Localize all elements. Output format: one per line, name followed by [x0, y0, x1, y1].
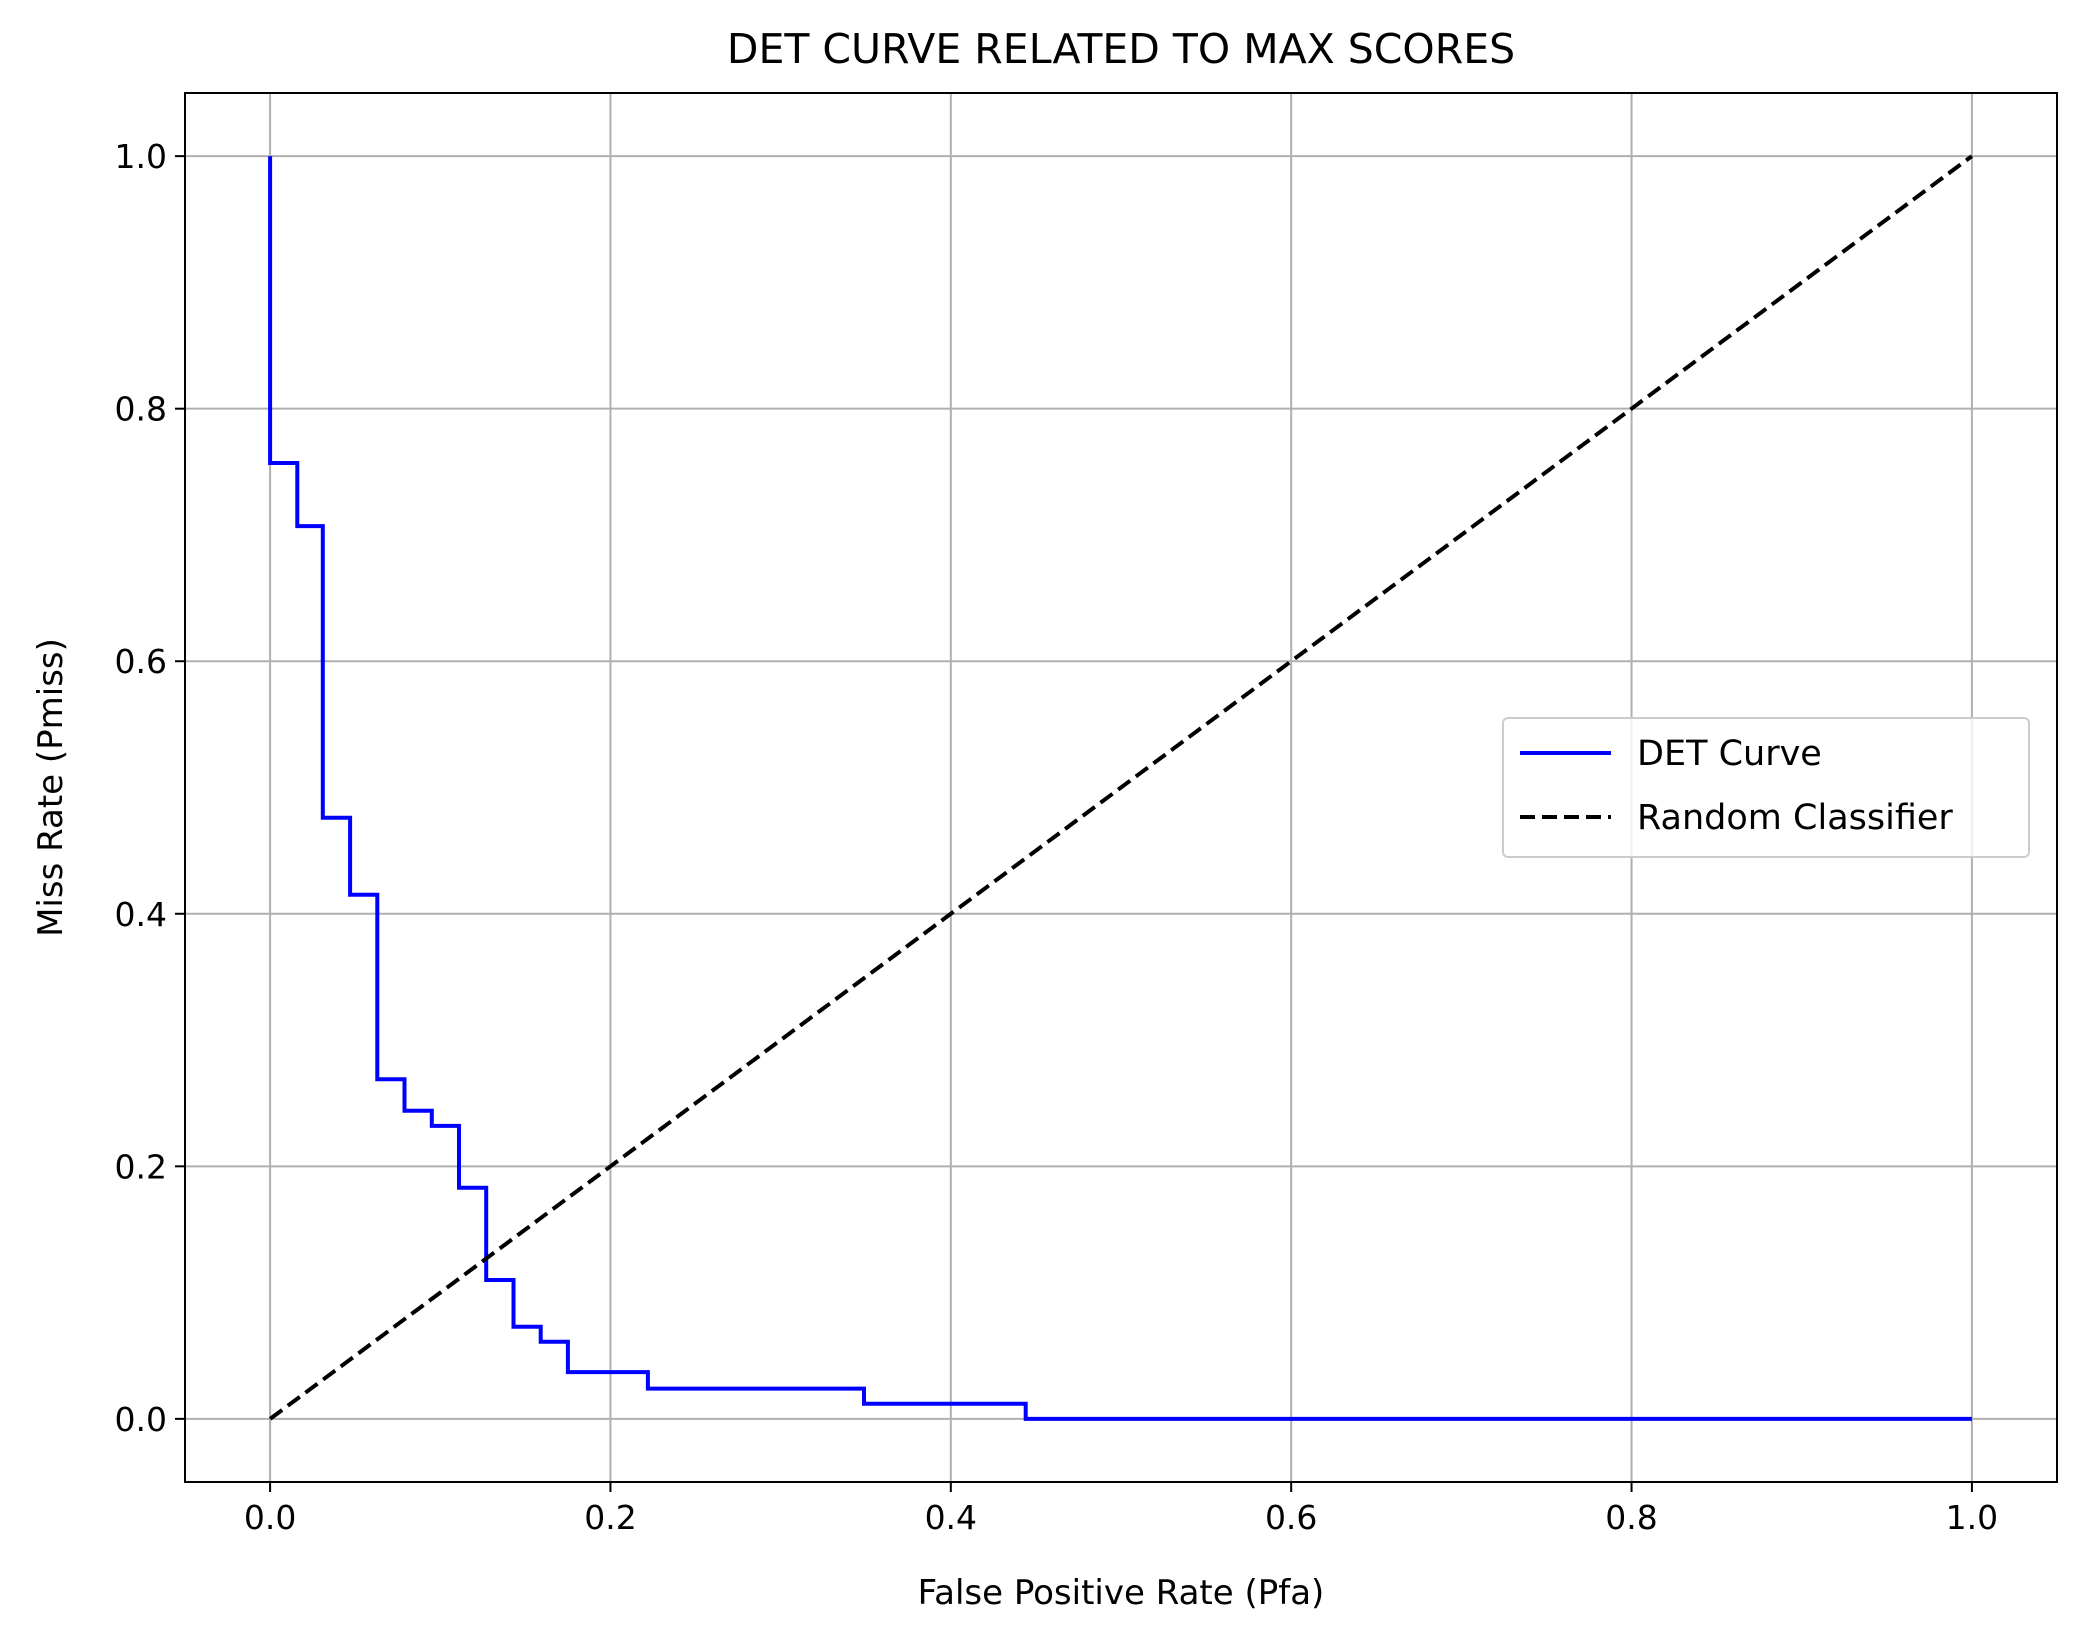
series-layer: [268, 154, 1974, 1421]
y-tick-label: 0.4: [115, 895, 167, 934]
y-tick-label: 0.0: [115, 1400, 167, 1439]
legend-label-det-curve: DET Curve: [1637, 734, 1822, 774]
x-tick-label: 0.4: [925, 1498, 977, 1537]
y-tick-label: 0.8: [115, 390, 167, 429]
x-axis-label: False Positive Rate (Pfa): [918, 1573, 1325, 1613]
x-tick-label: 1.0: [1946, 1498, 1998, 1537]
x-tick-label: 0.8: [1605, 1498, 1657, 1537]
chart-title: DET CURVE RELATED TO MAX SCORES: [727, 25, 1515, 73]
grid-layer: [185, 93, 2057, 1482]
y-tick-label: 0.2: [115, 1147, 167, 1186]
series-line-random-classifier: [268, 154, 1974, 1421]
series-line-det-curve: [268, 156, 1972, 1421]
legend-box: [1502, 717, 2030, 858]
x-tick-label: 0.6: [1265, 1498, 1317, 1537]
legend-label-random-classifier: Random Classifier: [1637, 798, 1953, 838]
y-tick-label: 0.6: [115, 642, 167, 681]
y-axis-label: Miss Rate (Pmiss): [31, 638, 71, 937]
x-tick-label: 0.0: [244, 1498, 296, 1537]
ticks-layer: 0.0 0.2 0.4 0.6 0.8 1.0 0.0 0.2 0.4 0.6 0.8 1.0: [115, 137, 1999, 1537]
y-tick-label: 1.0: [115, 137, 167, 176]
x-tick-label: 0.2: [584, 1498, 636, 1537]
plot-frame: [184, 92, 2058, 1483]
legend: DET Curve Random Classifier: [1502, 717, 2030, 858]
